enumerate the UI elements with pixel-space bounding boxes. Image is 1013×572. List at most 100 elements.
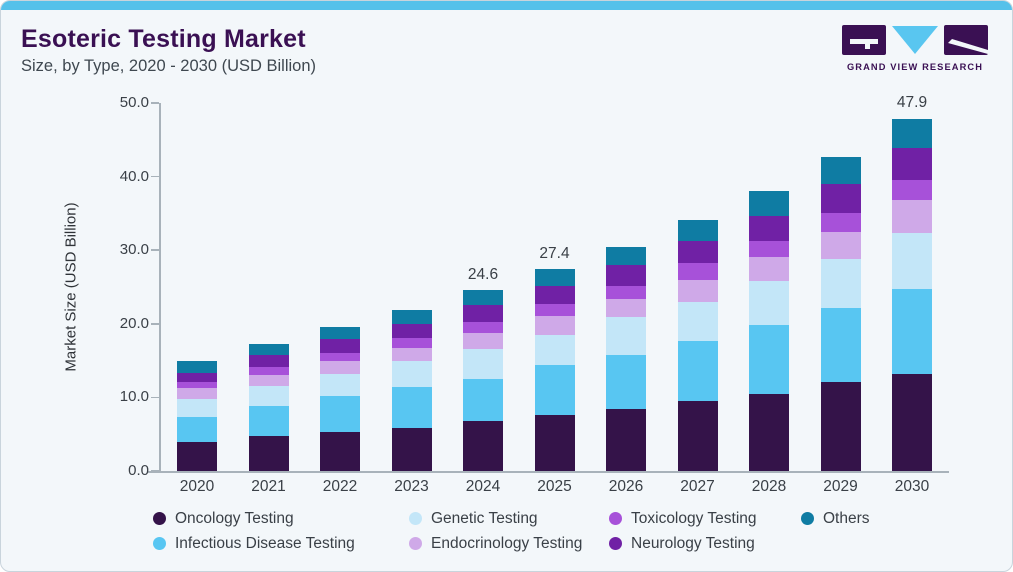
bar-segment (320, 361, 360, 374)
bar-segment (248, 375, 289, 386)
bar-segment (177, 398, 217, 417)
legend-item: Oncology Testing (153, 510, 409, 528)
bar-segment (534, 285, 575, 304)
bar-segment (391, 427, 432, 471)
x-tick-label: 2022 (322, 478, 358, 495)
bar-segment (463, 379, 503, 421)
legend-label: Neurology Testing (631, 534, 755, 552)
y-tick-mark (151, 175, 159, 178)
legend-dot-icon (609, 512, 622, 525)
bar-segment (892, 147, 932, 180)
bar-segment (534, 303, 575, 317)
legend-item: Endocrinology Testing (409, 535, 609, 553)
bar-segment (749, 190, 789, 216)
bar-segment (177, 441, 217, 471)
legend-label: Infectious Disease Testing (175, 534, 355, 552)
bar-segment (749, 281, 789, 326)
bar-segment (248, 385, 289, 407)
bar-segment (463, 289, 503, 305)
bar-segment (677, 302, 718, 342)
legend-dot-icon (609, 537, 622, 550)
bar-segment (534, 334, 575, 366)
bar-segment (606, 264, 646, 286)
x-tick-label: 2024 (465, 478, 501, 495)
x-tick-label: 2023 (394, 478, 429, 495)
y-axis-title: Market Size (USD Billion) (62, 202, 80, 372)
legend-dot-icon (153, 512, 166, 525)
y-tick-label: 10.0 (119, 388, 149, 406)
legend-item: Genetic Testing (409, 510, 609, 528)
bar-segment (248, 367, 289, 376)
x-tick-label: 2026 (608, 478, 644, 495)
bar-segment (248, 436, 289, 471)
x-tick-label: 2030 (894, 478, 930, 495)
y-tick-label: 30.0 (119, 241, 149, 259)
legend-label: Toxicology Testing (631, 509, 757, 527)
bar-segment (677, 401, 718, 471)
bar-segment (248, 406, 289, 437)
x-tick-label: 2027 (680, 478, 715, 495)
bar-segment (892, 118, 932, 148)
bar-segment (677, 263, 718, 280)
bar-segment (391, 387, 432, 428)
bar-segment (749, 256, 789, 282)
bar-segment (677, 220, 718, 242)
bar-segment (892, 289, 932, 374)
bar-segment (463, 322, 503, 333)
bar-segment (820, 381, 861, 471)
legend-item: Neurology Testing (609, 535, 801, 553)
bar-segment (177, 381, 217, 388)
logo-mark-v-triangle-icon (892, 26, 938, 54)
bar-segment (749, 394, 789, 471)
bar-segment (534, 316, 575, 335)
x-tick-label: 2025 (537, 478, 572, 495)
bar-segment (177, 387, 217, 399)
grand-view-research-logo: GRAND VIEW RESEARCH (842, 25, 988, 72)
legend-label: Oncology Testing (175, 509, 294, 527)
chart-legend: Oncology Testing Infectious Disease Testi… (153, 506, 870, 556)
bar-segment (248, 343, 289, 356)
bar-segment (177, 373, 217, 382)
y-tick-mark (151, 323, 159, 325)
logo-mark-r (944, 25, 988, 55)
y-tick-mark (151, 249, 159, 251)
bar-segment (391, 309, 432, 324)
bar-segment (534, 365, 575, 416)
x-tick-label: 2020 (179, 478, 215, 495)
legend-item: Toxicology Testing (609, 510, 801, 528)
legend-label: Genetic Testing (431, 509, 538, 527)
stacked-bar-2020 (177, 361, 217, 471)
legend-label: Others (823, 509, 870, 527)
logo-text: GRAND VIEW RESEARCH (847, 62, 983, 72)
legend-item: Infectious Disease Testing (153, 535, 409, 553)
bar-segment (177, 361, 217, 374)
bar-segment (677, 279, 718, 303)
stacked-bar-2024 (463, 289, 503, 471)
bar-segment (463, 304, 503, 323)
legend-dot-icon (153, 537, 166, 550)
legend-dot-icon (409, 512, 422, 525)
bar-segment (177, 416, 217, 442)
bar-segment (892, 232, 932, 290)
bar-segment (892, 373, 932, 471)
bar-segment (820, 156, 861, 184)
stacked-bar-2023 (391, 309, 432, 471)
bar-total-label: 47.9 (896, 94, 928, 112)
y-tick-label: 20.0 (119, 314, 149, 332)
stacked-bar-2022 (320, 326, 360, 471)
bar-segment (820, 308, 861, 382)
bar-segment (320, 373, 360, 396)
bar-segment (606, 246, 646, 265)
bar-segment (463, 348, 503, 379)
y-tick-mark (151, 470, 159, 472)
bar-segment (320, 339, 360, 353)
bar-total-label: 27.4 (539, 245, 570, 263)
x-tick-label: 2028 (751, 478, 787, 495)
stacked-bar-2029 (820, 156, 861, 471)
legend-dot-icon (409, 537, 422, 550)
chart-subtitle: Size, by Type, 2020 - 2030 (USD Billion) (21, 57, 317, 75)
bar-segment (320, 395, 360, 432)
legend-label: Endocrinology Testing (431, 534, 583, 552)
